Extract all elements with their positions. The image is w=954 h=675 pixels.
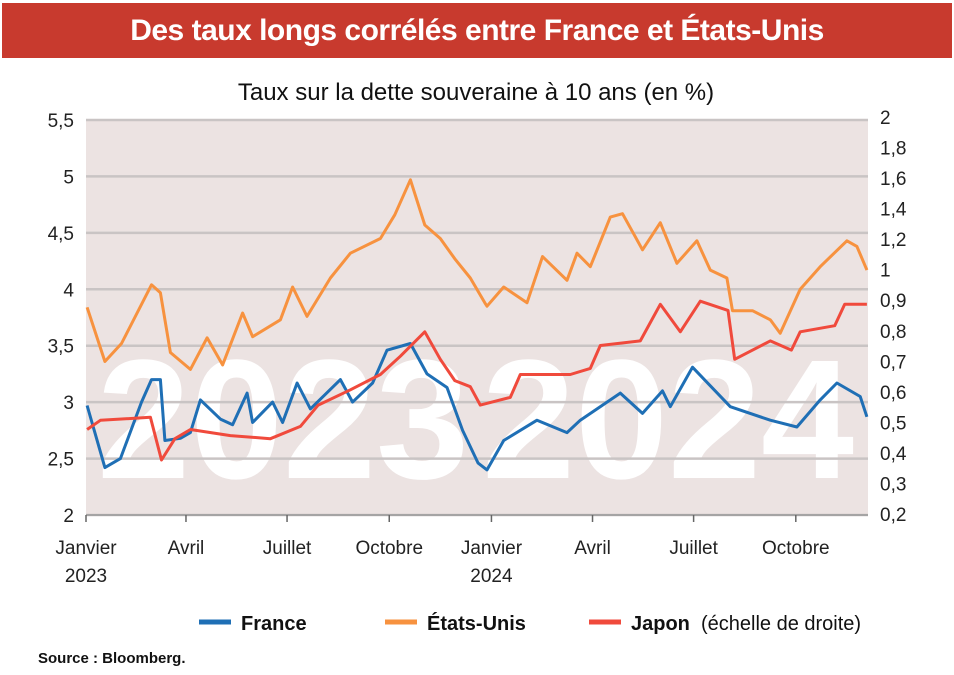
- plot-background: [86, 120, 868, 515]
- chart-title: Taux sur la dette souveraine à 10 ans (e…: [238, 79, 714, 106]
- left-tick-label: 5: [63, 167, 74, 188]
- x-tick-label: Octobre: [762, 538, 830, 559]
- right-tick-label: 0,9: [880, 291, 906, 312]
- left-tick-label: 2: [63, 506, 74, 527]
- right-tick-label: 0,5: [880, 413, 906, 434]
- x-tick-label: Avril: [168, 538, 205, 559]
- legend-label: France: [241, 613, 307, 635]
- series-line-tatsunis: [85, 178, 869, 371]
- right-tick-label: 2: [880, 108, 891, 129]
- left-tick-label: 3: [63, 393, 74, 414]
- main-title: Des taux longs corrélés entre France et …: [130, 13, 824, 47]
- source-note: Source : Bloomberg.: [38, 650, 186, 667]
- x-tick-label: Janvier: [461, 538, 523, 559]
- right-tick-label: 1,2: [880, 230, 906, 251]
- legend-label: Japon: [631, 613, 690, 635]
- series-line-france: [85, 342, 869, 472]
- left-tick-label: 2,5: [48, 450, 74, 471]
- legend-note: (échelle de droite): [701, 613, 861, 635]
- right-tick-label: 1,4: [880, 200, 907, 221]
- right-tick-label: 1,8: [880, 139, 906, 160]
- right-tick-label: 0,7: [880, 352, 906, 373]
- x-tick-label: Juillet: [263, 538, 312, 559]
- right-tick-label: 0,6: [880, 383, 906, 404]
- x-tick-label: Octobre: [355, 538, 423, 559]
- legend-label: États-Unis: [427, 612, 526, 635]
- right-tick-label: 0,4: [880, 444, 907, 465]
- right-tick-label: 0,2: [880, 505, 906, 526]
- right-tick-label: 1: [880, 261, 891, 282]
- x-tick-label: Avril: [574, 538, 611, 559]
- left-tick-label: 5,5: [48, 111, 74, 132]
- x-tick-year-label: 2024: [470, 566, 513, 587]
- x-tick-label: Juillet: [669, 538, 718, 559]
- x-tick-label: Janvier: [55, 538, 117, 559]
- right-tick-label: 1,6: [880, 169, 906, 190]
- left-tick-label: 3,5: [48, 337, 74, 358]
- right-tick-label: 0,3: [880, 474, 906, 495]
- x-tick-year-label: 2023: [65, 566, 107, 587]
- watermark-year-2024: 2024: [482, 325, 854, 515]
- left-tick-label: 4,5: [48, 224, 74, 245]
- title-banner: Des taux longs corrélés entre France et …: [2, 3, 952, 58]
- left-tick-label: 4: [63, 280, 74, 301]
- right-tick-label: 0,8: [880, 322, 906, 343]
- series-line-japon: [86, 299, 867, 462]
